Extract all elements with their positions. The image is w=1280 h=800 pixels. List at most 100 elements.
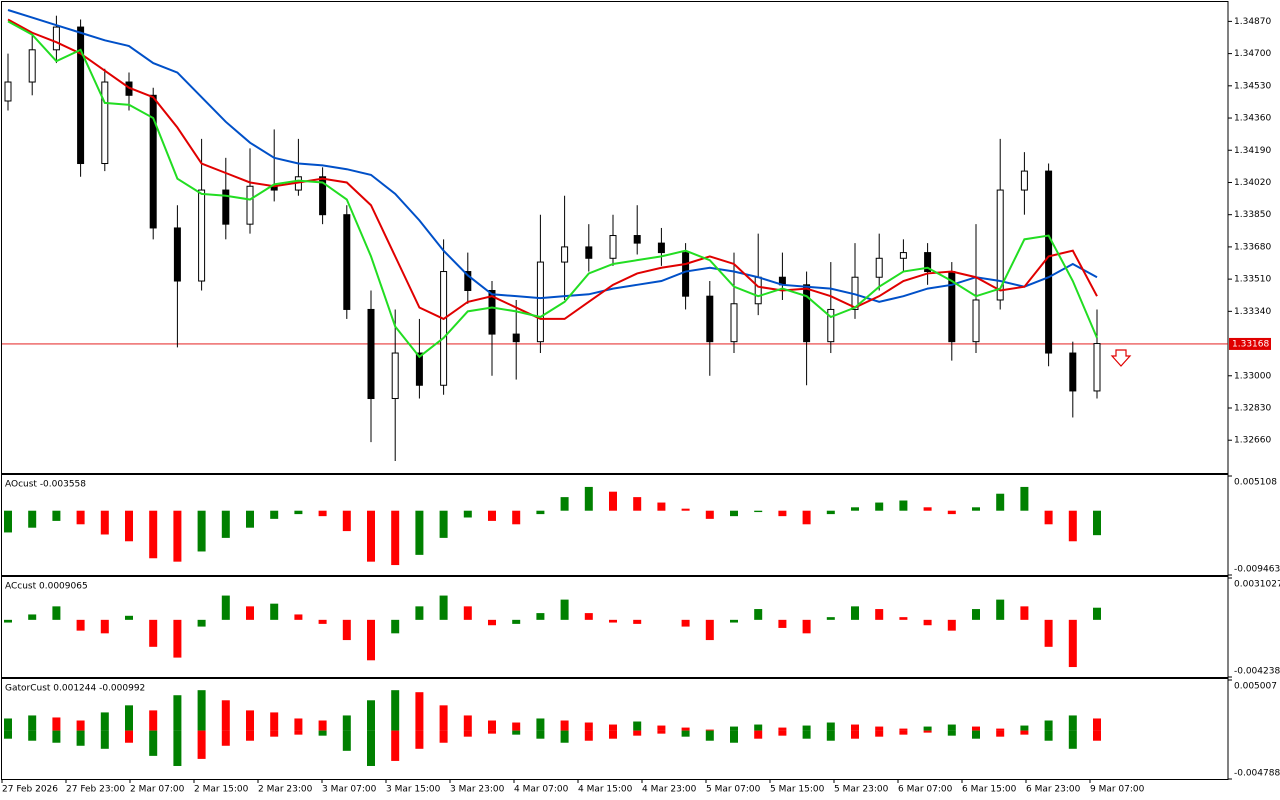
gator-bar — [197, 730, 206, 759]
indicator-line — [7, 9, 1098, 303]
gator-bar — [318, 720, 327, 731]
gator-bar — [439, 705, 448, 731]
gator-bar — [270, 730, 279, 737]
gator-bar — [754, 724, 763, 731]
candle-body — [657, 242, 665, 254]
histogram-bar — [173, 510, 182, 562]
gator-bar — [657, 730, 666, 734]
histogram-bar — [463, 510, 472, 518]
gator-bar — [439, 730, 448, 743]
histogram-bar — [270, 603, 279, 620]
gator-bar — [947, 730, 956, 736]
indicator-line — [7, 18, 1098, 321]
gator-bar — [125, 705, 133, 731]
gator-bar — [294, 718, 303, 731]
x-tick-label: 2 Mar 23:00 — [258, 785, 313, 795]
candle-body — [367, 308, 375, 400]
gator-bar — [28, 730, 37, 741]
histogram-bar — [802, 619, 811, 634]
y-tick-label: 0.005108 — [1234, 478, 1277, 488]
histogram-bar — [4, 510, 12, 533]
candle-body — [996, 189, 1004, 301]
gator-bar — [657, 725, 666, 731]
gator-bar — [415, 692, 424, 731]
histogram-bar — [125, 615, 133, 620]
gator-bar — [681, 730, 690, 737]
gator-bar — [754, 730, 763, 739]
histogram-bar — [28, 614, 37, 620]
histogram-bar — [197, 510, 206, 552]
candle-body — [343, 214, 351, 310]
x-tick-label: 4 Mar 15:00 — [578, 785, 633, 795]
candle-body — [682, 252, 690, 297]
gator-bar — [4, 730, 12, 739]
gator-bar — [560, 730, 569, 743]
gator-bar — [899, 728, 908, 731]
candle-body — [536, 261, 544, 343]
candle-body — [415, 352, 423, 386]
candle-body — [561, 246, 569, 263]
y-tick-label: 1.32830 — [1234, 403, 1271, 413]
gator-bar — [875, 726, 884, 731]
gator-bar — [221, 700, 230, 731]
histogram-bar — [972, 507, 980, 511]
histogram-bar — [149, 510, 158, 559]
gator-bar — [1020, 730, 1029, 735]
panel-title: AOcust -0.003558 — [5, 480, 86, 490]
histogram-bar — [1093, 607, 1101, 620]
candle-body — [391, 352, 399, 400]
gator-bar — [947, 724, 956, 731]
candle-body — [246, 185, 254, 225]
x-tick-label: 3 Mar 07:00 — [322, 785, 377, 795]
y-tick-label: -0.004788 — [1234, 769, 1280, 779]
x-tick-label: 27 Feb 23:00 — [66, 785, 125, 795]
panel-frame — [1, 1, 1229, 474]
panel-frame — [1, 474, 1229, 576]
histogram-bar — [996, 493, 1005, 511]
histogram-bar — [1020, 486, 1029, 511]
histogram-bar — [367, 510, 375, 562]
current-price-tag-bg — [1229, 337, 1271, 350]
candle-body — [730, 303, 738, 343]
x-tick-label: 5 Mar 23:00 — [834, 785, 889, 795]
gator-bar — [1068, 730, 1077, 749]
histogram-bar — [899, 617, 908, 620]
gator-bar — [294, 730, 303, 735]
gator-bar — [149, 730, 158, 756]
histogram-bar — [1068, 619, 1077, 668]
histogram-bar — [415, 606, 424, 620]
gator-bar — [463, 730, 472, 737]
candle-body — [222, 189, 230, 225]
gator-bar — [512, 722, 521, 731]
gator-bar — [76, 730, 85, 746]
histogram-bar — [996, 599, 1005, 620]
gator-bar — [246, 730, 254, 741]
histogram-bar — [633, 619, 642, 624]
y-tick-label: 1.34530 — [1234, 81, 1271, 91]
histogram-bar — [875, 609, 884, 620]
gator-bar — [705, 730, 714, 741]
histogram-bar — [246, 606, 254, 620]
histogram-bar — [1020, 606, 1029, 620]
gator-bar — [778, 730, 787, 736]
histogram-bar — [463, 606, 472, 620]
histogram-bar — [609, 619, 617, 623]
y-tick-label: 1.32660 — [1234, 436, 1271, 446]
histogram-bar — [512, 619, 521, 624]
candle-body — [173, 227, 181, 282]
indicator-line — [7, 20, 1098, 359]
sell-signal-arrow — [1110, 349, 1132, 367]
histogram-bar — [221, 595, 230, 620]
histogram-bar — [705, 619, 714, 641]
histogram-bar — [149, 619, 158, 647]
histogram-bar — [488, 510, 496, 521]
gator-bar — [972, 726, 980, 731]
gator-bar — [367, 700, 375, 731]
candle-body — [101, 81, 109, 165]
y-tick-label: 0.005007 — [1234, 682, 1277, 692]
histogram-bar — [705, 510, 714, 519]
candle-body — [1069, 352, 1077, 392]
histogram-bar — [947, 510, 956, 515]
